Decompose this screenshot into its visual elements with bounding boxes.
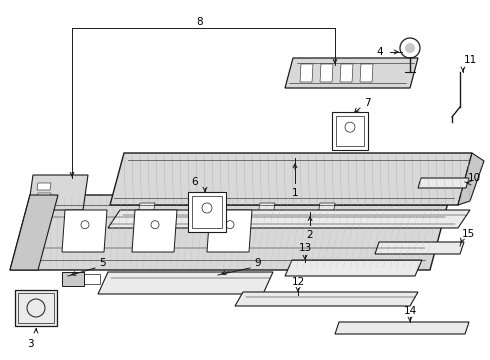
Polygon shape <box>188 192 226 232</box>
Circle shape <box>405 43 415 53</box>
Polygon shape <box>62 272 84 286</box>
Text: 3: 3 <box>26 339 33 349</box>
Text: 1: 1 <box>292 188 298 198</box>
Polygon shape <box>340 64 353 82</box>
Text: 8: 8 <box>196 17 203 27</box>
Polygon shape <box>132 210 177 252</box>
Polygon shape <box>360 64 373 82</box>
Polygon shape <box>110 153 472 205</box>
Polygon shape <box>198 203 215 215</box>
Polygon shape <box>235 292 418 306</box>
Text: 11: 11 <box>464 55 477 65</box>
Polygon shape <box>108 210 470 228</box>
Polygon shape <box>332 112 368 150</box>
Polygon shape <box>37 193 51 200</box>
Polygon shape <box>10 195 58 270</box>
Polygon shape <box>10 195 450 270</box>
Polygon shape <box>258 203 275 215</box>
Text: 13: 13 <box>298 243 312 253</box>
Text: 10: 10 <box>467 173 481 183</box>
Text: 2: 2 <box>307 230 313 240</box>
Polygon shape <box>98 272 273 294</box>
Polygon shape <box>335 322 469 334</box>
Polygon shape <box>375 242 464 254</box>
Text: 4: 4 <box>377 47 383 57</box>
Text: 14: 14 <box>403 306 416 316</box>
Polygon shape <box>458 153 484 205</box>
Polygon shape <box>300 64 313 82</box>
Text: 7: 7 <box>364 98 370 108</box>
Polygon shape <box>318 203 335 215</box>
Text: 6: 6 <box>192 177 198 187</box>
Polygon shape <box>62 210 107 252</box>
Polygon shape <box>320 64 333 82</box>
Text: 9: 9 <box>255 258 261 268</box>
Text: 12: 12 <box>292 277 305 287</box>
Polygon shape <box>285 58 418 88</box>
Polygon shape <box>418 178 469 188</box>
Text: 5: 5 <box>98 258 105 268</box>
Polygon shape <box>28 175 88 210</box>
Polygon shape <box>285 260 422 276</box>
Polygon shape <box>207 210 252 252</box>
Polygon shape <box>138 203 155 215</box>
Text: 15: 15 <box>462 229 475 239</box>
Polygon shape <box>15 290 57 326</box>
Polygon shape <box>37 183 51 190</box>
